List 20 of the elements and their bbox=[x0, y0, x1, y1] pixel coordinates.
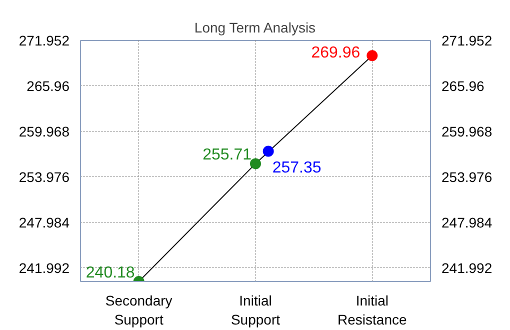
data-label: 240.18 bbox=[86, 264, 135, 282]
data-label: 255.71 bbox=[202, 146, 252, 164]
y-tick-label: 247.984 bbox=[18, 214, 70, 230]
y-tick-label: 241.992 bbox=[18, 260, 70, 276]
y2-tick-label: 241.992 bbox=[442, 260, 492, 276]
y2-tick-label: 253.976 bbox=[442, 168, 492, 185]
chart-title: Long Term Analysis bbox=[194, 20, 316, 36]
x-tick-label: Initial Support bbox=[230, 292, 280, 328]
data-label: 257.35 bbox=[272, 159, 322, 176]
y-tick-label: 265.96 bbox=[26, 78, 70, 94]
y-tick-label: 259.968 bbox=[18, 123, 70, 140]
y-tick-label: 253.976 bbox=[18, 168, 70, 185]
x-tick-label: Secondary Support bbox=[105, 292, 172, 328]
y-tick-label: 271.952 bbox=[18, 32, 70, 48]
y2-tick-label: 247.984 bbox=[442, 214, 492, 230]
y2-tick-label: 259.968 bbox=[442, 123, 492, 140]
y2-tick-label: 271.952 bbox=[442, 32, 492, 48]
y2-tick-label: 265.96 bbox=[442, 78, 485, 94]
x-tick-label: Initial Resistance bbox=[338, 292, 408, 328]
data-label: 269.96 bbox=[311, 44, 360, 62]
